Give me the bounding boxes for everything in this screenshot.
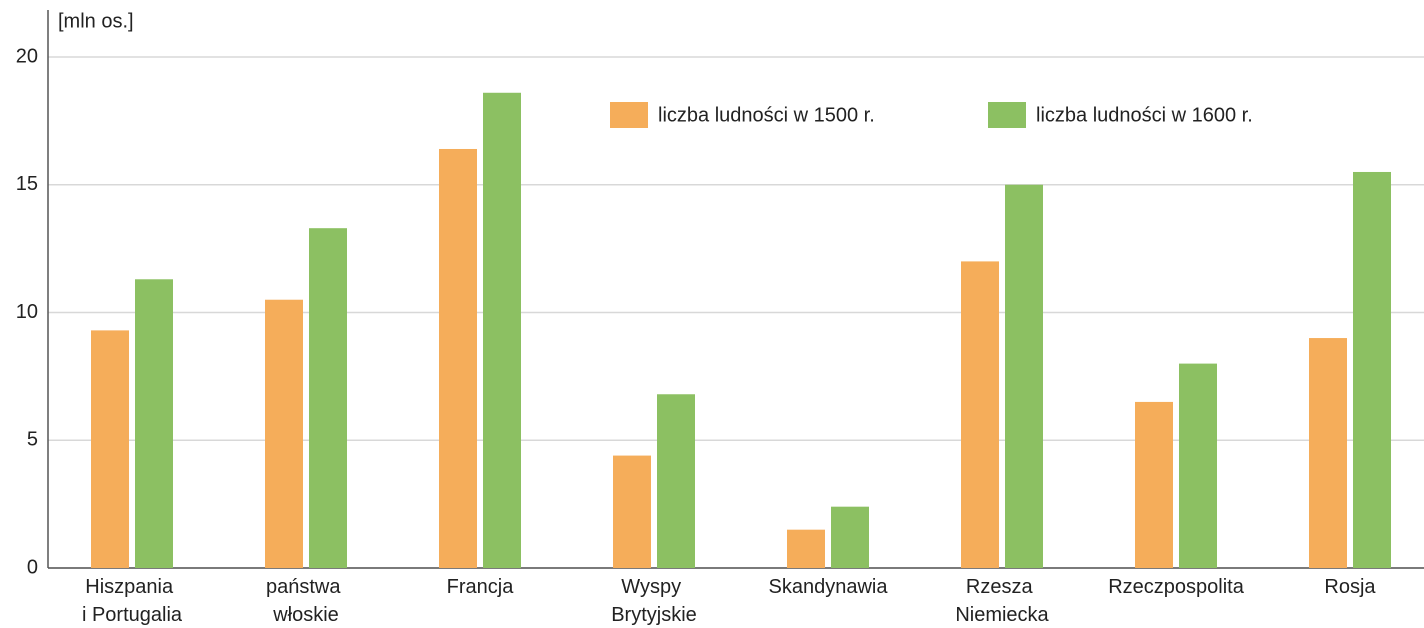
bar — [483, 92, 521, 569]
x-tick-label: Rzeczpospolita — [1108, 576, 1245, 598]
bar — [1179, 363, 1217, 568]
legend-swatch — [610, 102, 648, 128]
x-tick-label: Hiszpania i Portugalia — [82, 576, 183, 626]
x-tick-label: Skandynawia — [769, 576, 889, 598]
x-tick-label: Wyspy Brytyjskie — [611, 576, 697, 626]
bar — [657, 394, 695, 568]
legend-swatch — [988, 102, 1026, 128]
bar — [91, 330, 129, 568]
x-tick-label: Rzesza Niemiecka — [955, 576, 1049, 626]
bar — [135, 279, 173, 568]
bar — [439, 148, 477, 569]
y-tick-label: 5 — [27, 429, 38, 451]
bar — [1309, 338, 1347, 568]
y-tick-label: 10 — [16, 301, 38, 323]
x-tick-label: Rosja — [1324, 576, 1376, 598]
legend-label: liczba ludności w 1600 r. — [1036, 104, 1253, 126]
bar — [831, 506, 869, 568]
bar — [787, 529, 825, 568]
y-tick-label: 15 — [16, 173, 38, 195]
bar — [1005, 184, 1043, 568]
y-axis-label: [mln os.] — [58, 10, 134, 32]
bar — [265, 299, 303, 568]
bar — [309, 228, 347, 568]
bar — [1353, 171, 1391, 568]
bar — [961, 261, 999, 568]
legend-label: liczba ludności w 1500 r. — [658, 104, 875, 126]
y-tick-label: 20 — [16, 45, 38, 67]
y-tick-label: 0 — [27, 556, 38, 578]
bar — [613, 455, 651, 568]
bar — [1135, 401, 1173, 568]
x-tick-label: Francja — [447, 576, 515, 598]
x-tick-label: państwa włoskie — [266, 576, 346, 626]
